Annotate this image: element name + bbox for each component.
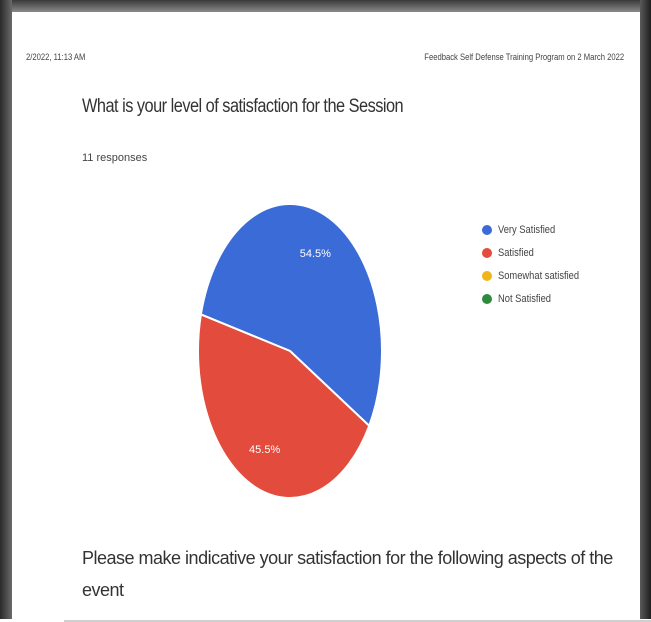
legend-item: Somewhat satisfied	[482, 264, 593, 287]
pie-slice-very-satisfied	[199, 203, 383, 428]
legend-label: Satisfied	[498, 246, 534, 259]
scan-border-left	[0, 0, 12, 619]
legend-label: Not Satisfied	[498, 292, 552, 305]
question-title-2: Please make indicative your satisfaction…	[82, 548, 613, 600]
scan-border-top	[0, 0, 651, 12]
pie-chart: 54.5% 45.5%	[197, 203, 383, 499]
legend-swatch	[482, 293, 492, 304]
legend-swatch	[482, 270, 492, 281]
question-title: What is your level of satisfaction for t…	[82, 96, 404, 117]
legend-item: Satisfied	[482, 241, 593, 264]
legend-item: Very Satisfied	[482, 218, 593, 241]
legend-swatch	[482, 247, 492, 258]
legend-label: Somewhat satisfied	[498, 269, 580, 282]
pie-slice-satisfied	[197, 313, 371, 499]
legend-swatch	[482, 224, 492, 235]
print-timestamp: 2/2022, 11:13 AM	[26, 52, 86, 62]
slice-label: 54.5%	[300, 248, 331, 260]
legend-label: Very Satisfied	[498, 223, 556, 236]
form-summary-page: 2/2022, 11:13 AM Feedback Self Defense T…	[14, 20, 651, 622]
form-title-header: Feedback Self Defense Training Program o…	[424, 52, 624, 62]
chart-legend: Very Satisfied Satisfied Somewhat satisfie…	[482, 218, 593, 310]
response-count: 11 responses	[82, 152, 148, 164]
slice-label: 45.5%	[249, 444, 280, 456]
legend-item: Not Satisfied	[482, 287, 593, 310]
scan-border-right	[640, 0, 651, 619]
